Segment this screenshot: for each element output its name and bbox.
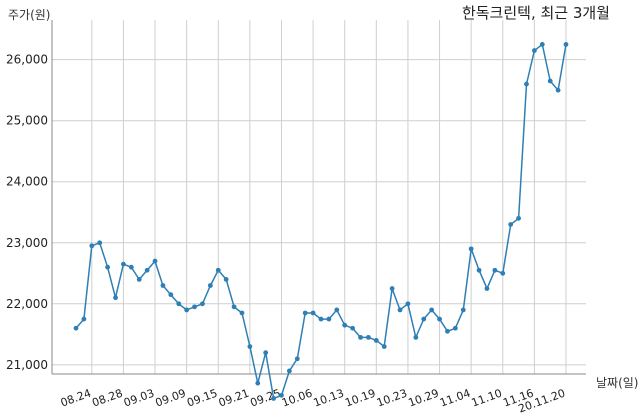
y-tick-label: 21,000 [6, 358, 48, 372]
data-point [310, 310, 316, 316]
data-point [318, 316, 324, 322]
data-point [247, 344, 253, 349]
data-point [381, 344, 387, 349]
data-point [342, 322, 348, 328]
x-tick-label: 09.21 [217, 387, 251, 410]
data-point [397, 307, 403, 313]
y-tick-label: 22,000 [6, 297, 48, 311]
x-tick-label: 09.09 [154, 387, 188, 410]
data-point [531, 48, 537, 53]
data-point [286, 368, 292, 374]
data-point [73, 325, 79, 331]
y-axis-label: 주가(원) [8, 8, 51, 22]
y-tick-label: 25,000 [6, 114, 48, 128]
data-point [294, 356, 300, 362]
y-tick-label: 26,000 [6, 53, 48, 67]
x-tick-label: 10.23 [375, 387, 409, 410]
x-tick-label: 10.06 [280, 387, 314, 410]
data-point [539, 42, 545, 47]
data-point [547, 78, 553, 84]
data-point [176, 301, 182, 307]
y-tick-label: 24,000 [6, 175, 48, 189]
data-point [89, 243, 95, 249]
data-point [207, 283, 213, 288]
x-tick-label: 11.10 [470, 387, 504, 410]
data-point [366, 334, 371, 340]
data-point [184, 307, 190, 313]
data-point [563, 42, 569, 47]
x-tick-label: 11.04 [438, 387, 472, 410]
data-point [492, 267, 498, 273]
data-point [160, 283, 166, 288]
data-point [302, 310, 308, 316]
data-point [223, 276, 229, 282]
data-point [524, 81, 529, 87]
data-point [389, 286, 395, 291]
series-line [75, 43, 567, 400]
data-point [452, 325, 458, 331]
data-point [200, 301, 205, 307]
data-point [168, 292, 174, 298]
data-point [413, 334, 419, 340]
data-point [445, 328, 450, 334]
data-point [508, 222, 514, 227]
data-point [215, 267, 221, 273]
data-point [136, 276, 142, 282]
data-point [128, 264, 134, 270]
data-point [476, 267, 482, 273]
x-tick-label: 08.24 [59, 387, 93, 410]
data-point [271, 396, 276, 401]
data-point [192, 304, 197, 310]
data-point [358, 334, 363, 340]
chart-title: 한독크린텍, 최근 3개월 [461, 4, 610, 22]
data-point [113, 295, 118, 301]
x-axis-label: 날짜(일) [596, 376, 639, 390]
data-point [468, 246, 474, 252]
data-point [231, 304, 237, 310]
data-point [81, 316, 87, 322]
data-point [350, 325, 356, 331]
data-point [334, 307, 340, 313]
y-tick-label: 23,000 [6, 236, 48, 250]
data-point [405, 301, 411, 307]
x-tick-label: 09.03 [122, 387, 156, 410]
x-tick-label: 10.13 [312, 387, 346, 410]
data-point [105, 264, 111, 270]
data-point [239, 310, 245, 316]
data-point [152, 258, 158, 264]
x-tick-label: 10.29 [407, 387, 441, 410]
data-point [484, 286, 490, 291]
x-tick-label: 09.15 [185, 387, 219, 410]
data-point [500, 270, 506, 276]
data-point [421, 316, 427, 322]
data-point [326, 316, 332, 322]
x-tick-label: 09.25 [248, 387, 282, 410]
data-point [429, 307, 435, 313]
data-point [437, 316, 442, 322]
data-point [516, 215, 521, 221]
data-point [144, 267, 150, 273]
x-tick-label: 08.28 [90, 387, 124, 410]
x-tick-label: 10.19 [343, 387, 377, 410]
data-point [255, 380, 261, 386]
data-point [97, 240, 103, 246]
data-point [460, 307, 466, 313]
data-point [263, 350, 269, 356]
data-point [555, 87, 561, 93]
data-point [279, 392, 284, 398]
data-point [121, 261, 126, 267]
data-point [373, 338, 379, 343]
